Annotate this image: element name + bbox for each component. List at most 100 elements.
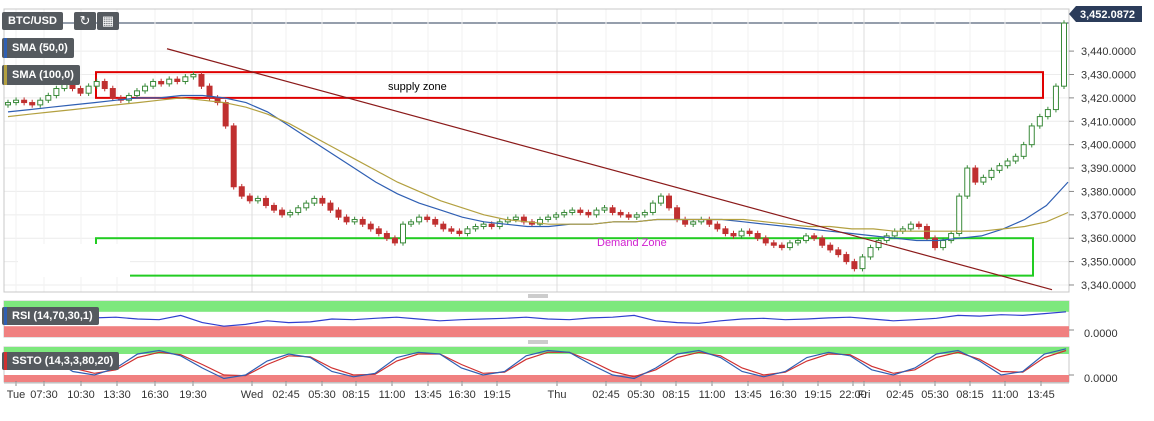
candle xyxy=(222,102,229,127)
candle xyxy=(1012,155,1019,162)
demand-zone-label: Demand Zone xyxy=(597,237,667,249)
candle xyxy=(577,209,584,213)
sma-lines xyxy=(7,94,1069,242)
x-tick-label: 11:00 xyxy=(379,389,406,401)
x-tick-label: 08:15 xyxy=(662,389,690,401)
candle xyxy=(432,218,439,225)
candle xyxy=(351,218,358,223)
sma50-legend[interactable]: SMA (50,0) xyxy=(2,38,74,58)
sma100-legend[interactable]: SMA (100,0) xyxy=(2,65,80,85)
candle xyxy=(1036,116,1043,127)
pane-dividers[interactable] xyxy=(528,294,548,344)
candle xyxy=(279,209,286,216)
candle xyxy=(1020,144,1027,157)
candle xyxy=(1052,85,1059,111)
candle xyxy=(85,85,92,94)
candle xyxy=(206,85,213,99)
rsi-legend[interactable]: RSI (14,70,30,1) xyxy=(2,307,99,325)
candle xyxy=(762,237,769,244)
candle xyxy=(794,240,801,244)
candle xyxy=(891,230,898,237)
candle xyxy=(303,202,310,209)
x-tick-label: 11:00 xyxy=(699,389,726,401)
candle xyxy=(262,197,269,206)
candle xyxy=(569,209,576,213)
candle xyxy=(923,226,930,239)
refresh-icon[interactable]: ↻ xyxy=(74,12,96,30)
candles xyxy=(5,20,1067,272)
candle xyxy=(706,218,713,225)
candle xyxy=(5,102,11,106)
candle xyxy=(488,223,495,228)
candle xyxy=(883,235,890,242)
candle xyxy=(940,240,947,249)
candle xyxy=(1028,125,1035,146)
candle xyxy=(585,211,592,216)
x-tick-label: 05:30 xyxy=(308,389,336,401)
y-tick-label: 3,390.0000 xyxy=(1081,163,1136,175)
last-price-tag: 3,452.0872 xyxy=(1069,6,1142,22)
ssto-value: 0.0000 xyxy=(1084,373,1118,385)
candle xyxy=(964,167,971,197)
candle xyxy=(811,235,818,239)
x-tick-label: 13:45 xyxy=(414,389,442,401)
candle xyxy=(254,197,261,202)
candle xyxy=(778,244,785,249)
candle xyxy=(190,73,197,78)
x-tick-label: 02:45 xyxy=(592,389,620,401)
candle xyxy=(37,99,44,106)
candle xyxy=(230,125,237,188)
candle xyxy=(13,99,20,104)
candle xyxy=(311,197,318,204)
calendar-icon[interactable]: ▦ xyxy=(97,12,119,30)
trendline xyxy=(166,48,1053,291)
candle xyxy=(238,186,245,197)
rsi-swatch xyxy=(4,307,7,325)
candle xyxy=(343,216,350,223)
x-tick-label: 07:30 xyxy=(30,389,58,401)
candle xyxy=(666,195,673,209)
candle xyxy=(980,176,987,183)
candle xyxy=(867,247,874,258)
candle xyxy=(166,78,173,85)
symbol-button[interactable]: BTC/USD xyxy=(2,12,63,30)
candle xyxy=(214,97,221,104)
candle xyxy=(198,73,205,87)
candle xyxy=(827,244,834,251)
zones xyxy=(95,71,1044,277)
y-tick-label: 3,410.0000 xyxy=(1081,116,1136,128)
y-tick-label: 3,360.0000 xyxy=(1081,233,1136,245)
x-tick-label: 02:45 xyxy=(272,389,300,401)
sma50-line xyxy=(7,94,1069,242)
candle xyxy=(786,242,793,249)
ssto-legend[interactable]: SSTO (14,3,3,80,20) xyxy=(2,352,120,370)
candle xyxy=(633,214,640,218)
ssto-label: SSTO (14,3,3,80,20) xyxy=(12,355,114,367)
candle xyxy=(246,195,253,202)
candle xyxy=(754,233,761,239)
sma100-swatch xyxy=(4,65,7,85)
candle xyxy=(464,228,471,235)
candle xyxy=(690,221,697,225)
demand-zone-box xyxy=(95,237,1034,277)
candle xyxy=(851,261,858,270)
ssto-swatch xyxy=(4,352,7,370)
ssto-d-line xyxy=(7,349,1067,378)
candle xyxy=(133,90,140,97)
candle xyxy=(1061,22,1067,87)
candle xyxy=(448,228,455,232)
candle xyxy=(456,230,463,235)
x-tick-label: Wed xyxy=(241,389,263,401)
main-grid xyxy=(4,9,1069,292)
candle xyxy=(21,99,28,104)
candle xyxy=(682,218,689,225)
candle xyxy=(77,88,84,94)
ssto-k-line xyxy=(7,348,1067,380)
y-tick-label: 3,380.0000 xyxy=(1081,186,1136,198)
candle xyxy=(480,223,487,228)
supply-zone-label: supply zone xyxy=(388,81,447,93)
y-tick-label: 3,350.0000 xyxy=(1081,257,1136,269)
candle xyxy=(907,223,914,230)
candle xyxy=(730,233,737,237)
